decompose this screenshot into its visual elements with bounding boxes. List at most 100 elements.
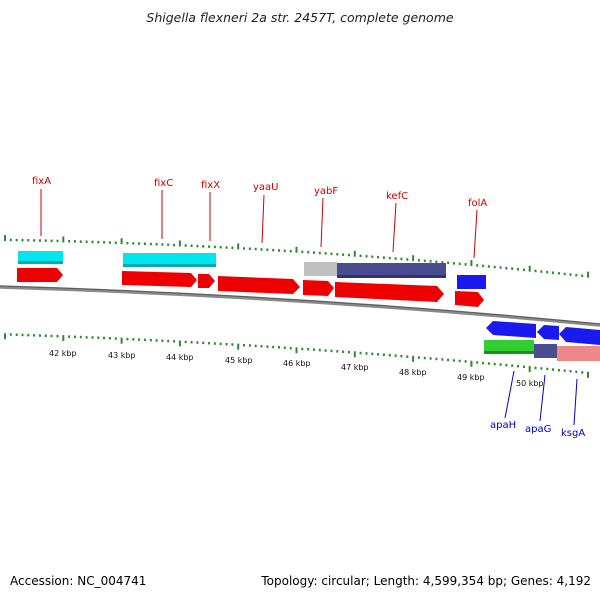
ksgA-leader (573, 378, 578, 426)
bottom-minor-tick (575, 370, 578, 374)
bottom-minor-tick (342, 350, 345, 353)
top-minor-tick (39, 239, 41, 242)
top-minor-tick (21, 238, 24, 242)
bottom-minor-tick (50, 334, 53, 338)
yabF-cog-bar (304, 262, 337, 276)
kefC-gene-arrow (335, 282, 444, 302)
folA-gene-arrow (455, 291, 484, 307)
top-minor-tick (330, 252, 333, 256)
bottom-minor-tick (190, 341, 193, 344)
gene-label-kefC[interactable]: kefC (386, 191, 408, 202)
top-minor-tick (476, 264, 479, 267)
bottom-minor-tick (138, 338, 141, 341)
top-minor-tick (248, 247, 251, 250)
bottom-minor-tick (487, 362, 490, 365)
bottom-minor-tick (400, 354, 403, 358)
top-minor-tick (50, 239, 53, 243)
top-minor-tick (126, 241, 129, 245)
bottom-minor-tick (318, 348, 321, 352)
top-minor-tick (15, 238, 18, 242)
bottom-minor-tick (9, 333, 12, 336)
genome-backbone (0, 285, 600, 327)
bottom-minor-tick (452, 359, 455, 362)
bottom-minor-tick (423, 356, 426, 360)
top-minor-tick (546, 270, 549, 274)
tick-label-42: 42 kbp (49, 349, 77, 358)
bottom-minor-tick (243, 344, 245, 347)
top-minor-tick (114, 241, 117, 244)
top-minor-tick (56, 239, 59, 243)
top-major-tick (295, 246, 298, 253)
bottom-major-tick (587, 371, 589, 378)
top-minor-tick (254, 247, 257, 251)
top-minor-tick (487, 265, 490, 268)
top-minor-tick (184, 244, 187, 247)
gene-label-yaaU[interactable]: yaaU (253, 182, 279, 193)
bottom-minor-tick (522, 365, 525, 368)
bottom-major-tick (470, 360, 473, 367)
bottom-minor-tick (266, 345, 269, 348)
top-major-tick (412, 255, 415, 262)
bottom-minor-tick (173, 340, 176, 343)
apaH-leader (504, 370, 515, 419)
gene-label-apaG[interactable]: apaG (525, 424, 551, 435)
bottom-minor-tick (21, 333, 24, 337)
kefC-cog-bar (337, 263, 446, 278)
gene-label-yabF[interactable]: yabF (314, 186, 338, 197)
top-minor-tick (400, 257, 403, 261)
top-minor-tick (289, 249, 292, 253)
bottom-minor-tick (382, 353, 385, 356)
top-minor-tick (243, 247, 245, 250)
bottom-major-tick (353, 351, 356, 358)
bottom-major-tick (412, 355, 415, 362)
gene-label-apaH[interactable]: apaH (490, 420, 516, 431)
tick-label-49: 49 kbp (457, 373, 485, 382)
gene-label-ksgA[interactable]: ksgA (561, 428, 585, 439)
gene-label-fixA[interactable]: fixA (32, 176, 51, 187)
top-minor-tick (9, 238, 12, 242)
bottom-minor-tick (348, 350, 350, 354)
top-minor-tick (575, 273, 578, 277)
top-minor-tick (552, 271, 554, 274)
top-minor-tick (307, 251, 310, 254)
yabF-gene-arrow (303, 280, 334, 296)
top-minor-tick (74, 240, 76, 243)
top-major-tick (237, 243, 240, 250)
bottom-minor-tick (272, 345, 275, 349)
cog-track-top (18, 251, 486, 289)
fixA-gene-arrow (17, 268, 63, 282)
top-major-tick (62, 236, 65, 243)
tick-label-45: 45 kbp (225, 356, 253, 365)
top-minor-tick (534, 269, 537, 273)
top-minor-tick (173, 243, 176, 247)
top-minor-tick (569, 273, 572, 276)
bottom-minor-tick (371, 352, 374, 356)
top-minor-tick (336, 253, 339, 256)
bottom-major-tick (120, 337, 123, 344)
top-minor-tick (371, 255, 374, 258)
top-minor-tick (161, 243, 164, 246)
yaaU-leader (261, 194, 265, 244)
bottom-minor-tick (563, 369, 566, 372)
bottom-minor-tick (44, 334, 47, 337)
tick-labels: 42 kbp 43 kbp 44 kbp 45 kbp 46 kbp 47 kb… (49, 349, 544, 388)
top-minor-tick (377, 255, 380, 259)
bottom-minor-tick (359, 351, 362, 355)
yaaU-gene-arrow (218, 276, 300, 294)
accession-label: Accession: NC_004741 (10, 574, 147, 588)
gene-label-folA[interactable]: folA (468, 198, 487, 209)
gene-label-fixC[interactable]: fixC (154, 178, 173, 189)
bottom-minor-tick (517, 364, 519, 368)
bottom-minor-tick (429, 357, 432, 360)
bottom-minor-tick (132, 338, 135, 341)
top-minor-tick (190, 244, 193, 247)
bottom-minor-tick (196, 341, 199, 344)
folA-cog-bar (457, 275, 486, 289)
top-minor-tick (464, 263, 467, 266)
bottom-minor-tick (225, 342, 228, 346)
gene-label-fixX[interactable]: fixX (201, 180, 220, 191)
bottom-minor-tick (540, 367, 543, 370)
top-minor-tick (283, 249, 286, 253)
top-minor-tick (103, 241, 106, 244)
